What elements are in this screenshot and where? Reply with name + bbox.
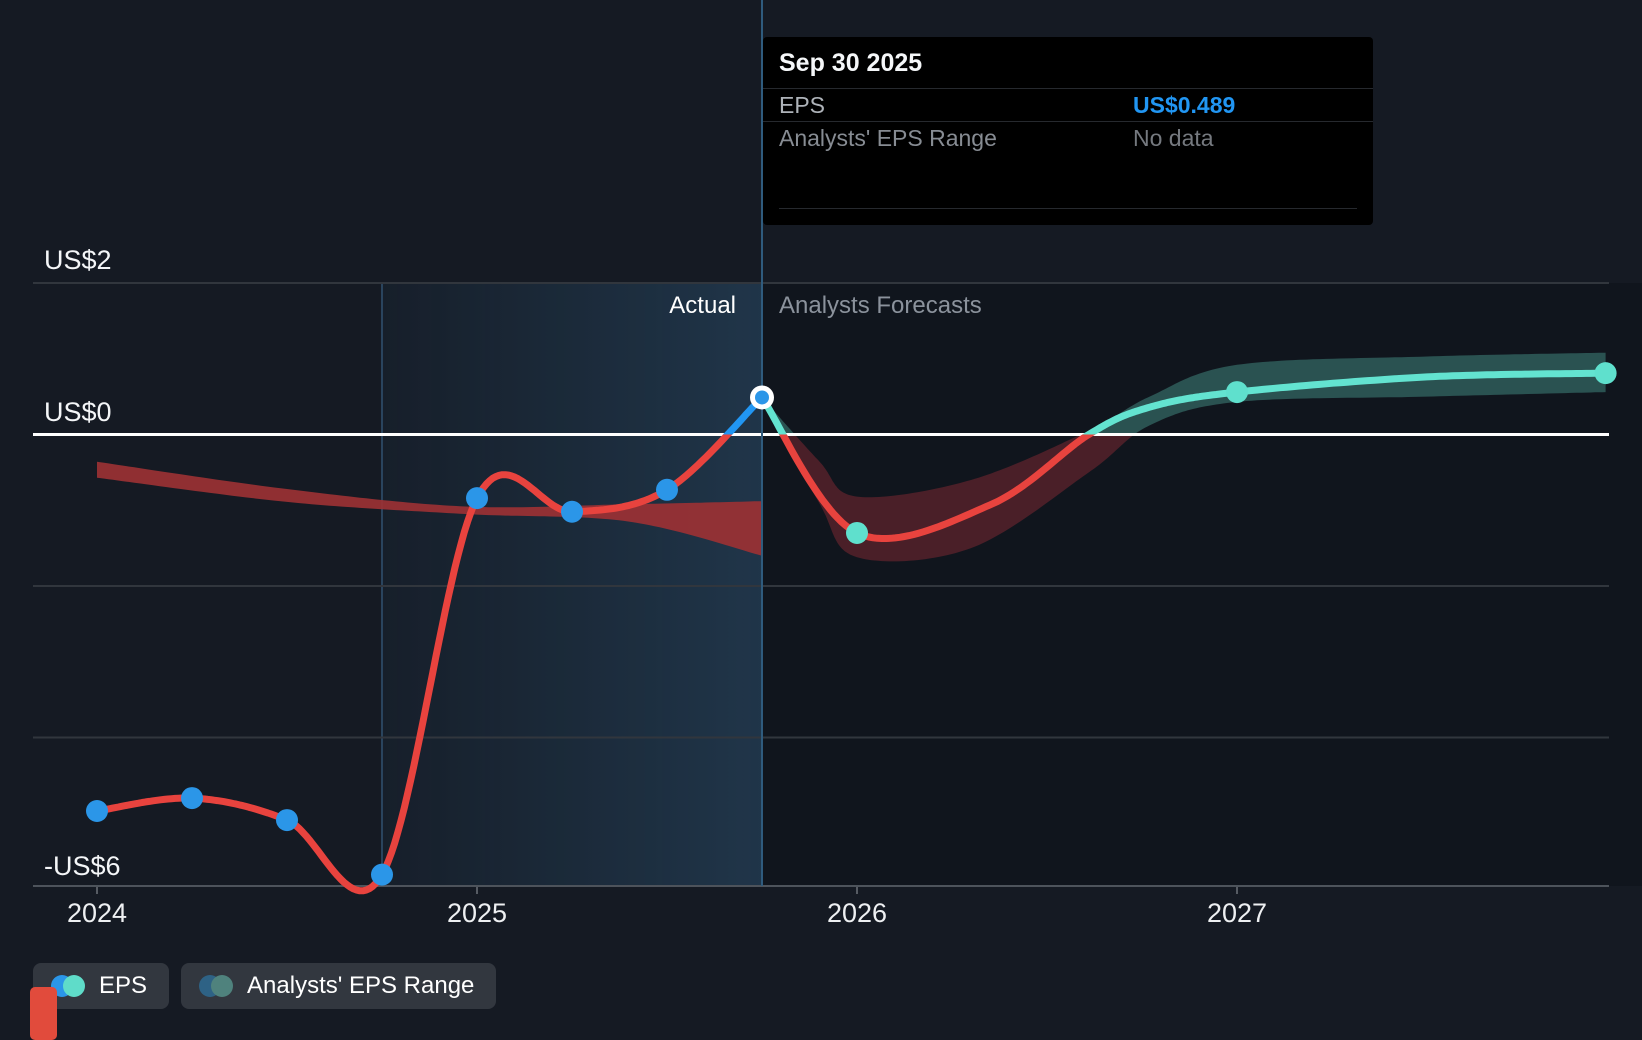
eps-range-series-icon — [199, 975, 234, 997]
actual-eps-line-below-zero — [93, 434, 733, 895]
forecasts-section-label: Analysts Forecasts — [779, 292, 982, 319]
actual-section-label: Actual — [669, 292, 736, 319]
x-axis-label-2026: 2026 — [826, 898, 888, 928]
tooltip-row-eps: EPS US$0.489 — [763, 89, 1373, 122]
tooltip-range-value: No data — [1133, 124, 1214, 151]
legend: EPS Analysts' EPS Range — [33, 963, 497, 1009]
legend-eps-label: EPS — [99, 972, 148, 999]
actual-eps-line-above-zero — [722, 394, 766, 435]
past-eps-range-band — [97, 461, 762, 556]
tooltip-row-range: Analysts' EPS Range No data — [763, 122, 1373, 154]
logo-fragment — [30, 987, 57, 1040]
forecast-eps-line-above-zero — [758, 369, 1610, 435]
y-axis-label-2: US$2 — [44, 245, 112, 275]
forecast-region — [762, 283, 1642, 886]
y-axis-label-neg6: -US$6 — [44, 851, 121, 881]
hovered-point-marker — [750, 385, 774, 410]
y-axis-label-0: US$0 — [44, 396, 112, 427]
tooltip-bottom-divider — [779, 208, 1357, 209]
tooltip-eps-value: US$0.489 — [1133, 91, 1236, 118]
tooltip-range-label: Analysts' EPS Range — [779, 124, 997, 151]
data-points — [86, 362, 1617, 886]
x-axis-label-2024: 2024 — [66, 898, 128, 928]
x-axis-label-2027: 2027 — [1206, 898, 1268, 928]
legend-range-toggle[interactable]: Analysts' EPS Range — [181, 963, 497, 1009]
actual-highlight-region — [381, 283, 764, 886]
x-axis-label-2025: 2025 — [446, 898, 508, 928]
forecast-eps-range-band-above-zero — [762, 352, 1606, 435]
tooltip: Sep 30 2025 EPS US$0.489 Analysts' EPS R… — [763, 37, 1373, 225]
forecast-eps-line-below-zero — [778, 434, 1096, 542]
legend-range-label: Analysts' EPS Range — [247, 972, 475, 999]
tooltip-eps-label: EPS — [779, 91, 826, 118]
gridlines — [33, 282, 1609, 894]
tooltip-date: Sep 30 2025 — [763, 37, 1373, 89]
